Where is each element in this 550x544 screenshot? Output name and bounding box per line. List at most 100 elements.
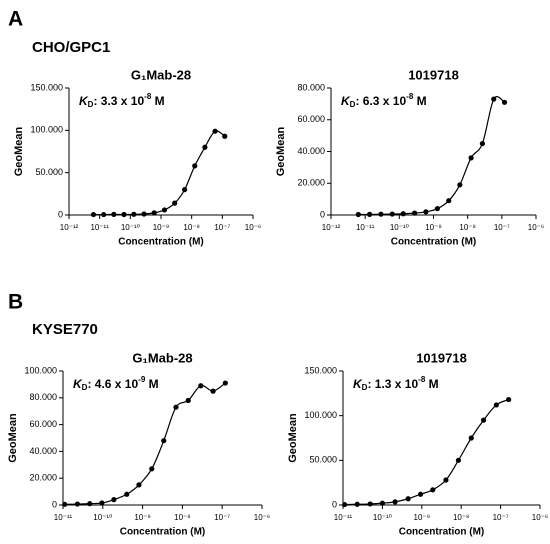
kd-subscript: D (350, 100, 356, 109)
x-tick-label: 10⁻⁷ (493, 513, 509, 522)
kd-symbol: K (353, 377, 363, 391)
data-point (182, 187, 188, 193)
x-tick-label: 10⁻¹¹ (90, 223, 109, 232)
x-tick-label: 10⁻⁹ (134, 513, 151, 522)
data-point (412, 210, 418, 216)
data-point (378, 211, 384, 217)
y-tick-label: 0 (332, 499, 337, 509)
kd-exponent: -8 (144, 92, 152, 101)
x-tick-label: 10⁻¹¹ (334, 513, 353, 522)
data-point (367, 211, 373, 217)
x-tick-label: 10⁻⁹ (153, 223, 170, 232)
data-point (151, 210, 157, 216)
data-point (506, 396, 512, 403)
y-tick-label: 50.000 (309, 455, 337, 465)
x-tick-label: 10⁻¹¹ (356, 223, 375, 232)
x-tick-label: 10⁻⁶ (528, 223, 544, 232)
fit-curve (344, 399, 509, 506)
data-point (111, 211, 117, 218)
y-axis-label: GeoMean (7, 413, 19, 463)
data-point (62, 501, 68, 507)
data-point (149, 466, 155, 472)
x-tick-label: 10⁻⁷ (214, 223, 230, 232)
y-tick-label: 0 (320, 209, 325, 219)
kd-mantissa: : 6.3 x 10 (355, 94, 406, 108)
data-point (222, 133, 228, 139)
y-axis-label: GeoMean (287, 413, 299, 463)
y-tick-label: 80.000 (29, 392, 57, 402)
data-point (185, 397, 191, 404)
data-point (468, 435, 474, 441)
y-tick-label: 150.000 (30, 82, 63, 92)
data-point (405, 496, 411, 502)
data-point (222, 380, 228, 386)
kd-subscript: D (362, 383, 368, 392)
data-point (87, 501, 93, 507)
data-point (468, 155, 474, 161)
y-tick-label: 60.000 (297, 114, 325, 124)
data-point (161, 438, 167, 444)
fit-curve (64, 382, 226, 505)
y-tick-label: 80.000 (297, 82, 325, 92)
y-tick-label: 100.000 (304, 410, 337, 420)
data-point (493, 402, 499, 408)
x-axis-label: Concentration (M) (399, 527, 485, 538)
fit-curve (93, 130, 226, 216)
chart-title: G₁Mab-28 (132, 350, 192, 365)
fit-curve (358, 96, 505, 216)
y-tick-label: 40.000 (29, 446, 57, 456)
x-tick-label: 10⁻¹⁰ (93, 513, 112, 522)
y-tick-label: 50.000 (35, 167, 63, 177)
data-point (121, 211, 127, 218)
x-tick-label: 10⁻⁶ (532, 513, 548, 522)
kd-unit: M (145, 377, 158, 391)
data-point (210, 388, 216, 394)
x-axis-label: Concentration (M) (391, 237, 477, 248)
y-axis-label: GeoMean (275, 126, 287, 176)
kd-symbol: K (79, 94, 89, 108)
x-tick-label: 10⁻¹⁰ (373, 513, 392, 522)
x-tick-label: 10⁻⁸ (174, 513, 191, 522)
x-tick-label: 10⁻⁶ (254, 513, 270, 522)
x-tick-label: 10⁻⁹ (414, 513, 431, 522)
panel-letter: A (8, 8, 23, 31)
chart-title: 1019718 (416, 350, 467, 365)
data-point (479, 140, 486, 147)
data-point (417, 491, 424, 497)
y-tick-label: 0 (52, 499, 57, 509)
kd-subscript: D (88, 100, 94, 109)
annotation: KD: 3.3 x 10-8 M (79, 92, 165, 109)
chart-title: 1019718 (408, 67, 459, 82)
y-tick-label: 20.000 (29, 473, 57, 483)
kd-exponent: -9 (138, 375, 146, 384)
kd-mantissa: : 3.3 x 10 (93, 94, 144, 108)
panel-letter: B (8, 291, 23, 314)
data-point (443, 477, 449, 483)
kd-unit: M (425, 377, 438, 391)
y-tick-label: 100.000 (30, 125, 63, 135)
x-tick-label: 10⁻¹² (60, 223, 79, 232)
kd-exponent: -8 (418, 375, 426, 384)
data-point (74, 501, 80, 507)
x-tick-label: 10⁻⁸ (459, 223, 476, 232)
x-tick-label: 10⁻¹² (322, 223, 341, 232)
data-point (101, 211, 107, 218)
y-tick-label: 0 (58, 209, 63, 219)
data-point (212, 128, 218, 134)
y-axis-label: GeoMean (13, 126, 25, 176)
kd-unit: M (151, 94, 164, 108)
data-point (379, 500, 385, 506)
kd-mantissa: : 1.3 x 10 (367, 377, 418, 391)
x-tick-label: 10⁻¹⁰ (121, 223, 140, 232)
y-tick-label: 150.000 (304, 365, 337, 375)
data-point (491, 96, 497, 102)
x-tick-label: 10⁻¹¹ (54, 513, 73, 522)
data-point (501, 99, 508, 105)
data-point (400, 211, 406, 217)
data-point (455, 457, 462, 463)
data-point (161, 207, 168, 213)
annotation: KD: 6.3 x 10-8 M (341, 92, 427, 109)
x-tick-label: 10⁻⁸ (183, 223, 200, 232)
kd-unit: M (413, 94, 426, 108)
